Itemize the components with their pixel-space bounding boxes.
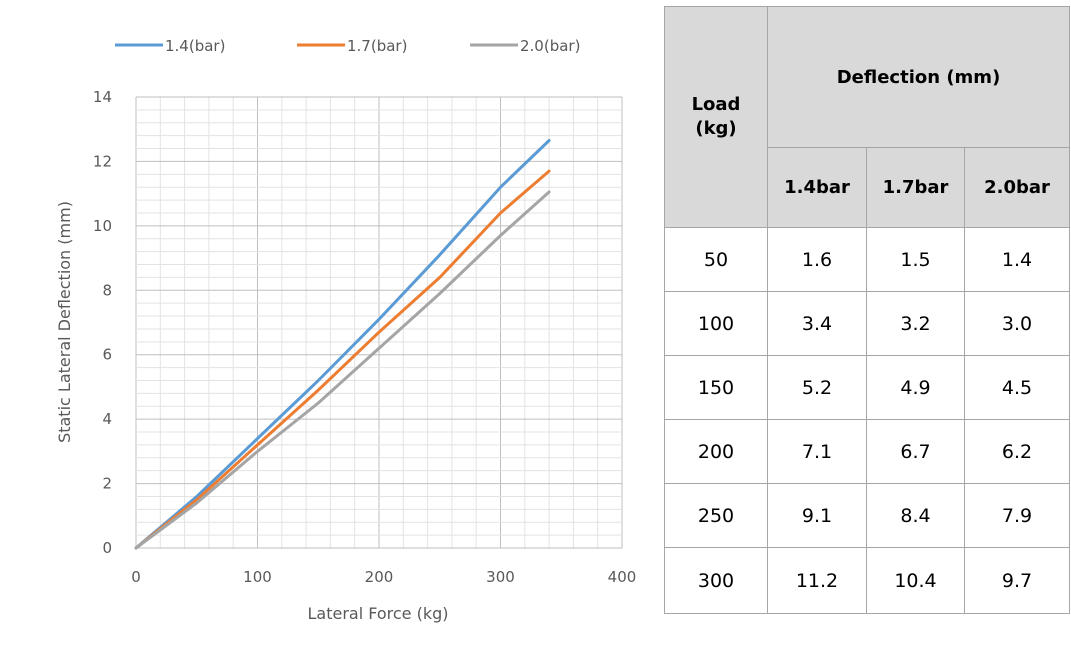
series-lines: [134, 139, 551, 550]
x-tick-label: 0: [131, 568, 141, 586]
axis-ticks: 0 100 200 300 400 0 2 4 6 8 10 12 14: [93, 88, 636, 586]
load-header: Load (kg): [664, 6, 768, 228]
x-tick-label: 300: [486, 568, 515, 586]
y-tick-label: 2: [102, 475, 112, 493]
deflection-cell: 1.4: [963, 227, 1071, 292]
deflection-cell: 9.7: [963, 547, 1071, 614]
series-line-2: [134, 190, 551, 550]
deflection-cell: 1.5: [866, 227, 965, 292]
x-tick-label: 400: [608, 568, 637, 586]
line-chart: 1.4(bar) 1.7(bar) 2.0(bar) 0 100 200 300 400 0 2…: [55, 37, 636, 623]
deflection-cell: 10.4: [866, 547, 965, 614]
sub-header-0: 1.4bar: [767, 147, 867, 228]
deflection-cell: 1.6: [767, 227, 867, 292]
table-row: 300 11.2 10.4 9.7: [664, 547, 1071, 614]
deflection-cell: 6.7: [866, 419, 965, 484]
deflection-cell: 5.2: [767, 355, 867, 420]
sub-header-2: 2.0bar: [963, 147, 1071, 228]
deflection-cell: 7.9: [963, 483, 1071, 548]
y-tick-label: 12: [93, 152, 112, 170]
legend-label-0: 1.4(bar): [165, 37, 225, 55]
y-tick-label: 10: [93, 217, 112, 235]
load-cell: 300: [664, 547, 768, 614]
load-cell: 100: [664, 291, 768, 356]
table-row: 100 3.4 3.2 3.0: [664, 291, 1071, 356]
grid: [135, 96, 623, 549]
y-tick-label: 14: [93, 88, 112, 106]
load-cell: 150: [664, 355, 768, 420]
x-axis-title: Lateral Force (kg): [307, 604, 448, 623]
deflection-cell: 8.4: [866, 483, 965, 548]
deflection-cell: 9.1: [767, 483, 867, 548]
deflection-cell: 6.2: [963, 419, 1071, 484]
deflection-cell: 3.4: [767, 291, 867, 356]
series-line-1: [134, 169, 551, 550]
x-tick-label: 100: [243, 568, 272, 586]
y-tick-label: 6: [102, 346, 112, 364]
legend-label-2: 2.0(bar): [520, 37, 580, 55]
load-cell: 50: [664, 227, 768, 292]
deflection-cell: 3.2: [866, 291, 965, 356]
sub-header-1: 1.7bar: [866, 147, 965, 228]
y-tick-label: 0: [102, 539, 112, 557]
deflection-header: Deflection (mm): [766, 6, 1071, 148]
table-row: 150 5.2 4.9 4.5: [664, 355, 1071, 420]
legend: 1.4(bar) 1.7(bar) 2.0(bar): [115, 37, 580, 55]
y-tick-label: 8: [102, 281, 112, 299]
load-cell: 250: [664, 483, 768, 548]
table-row: 250 9.1 8.4 7.9: [664, 483, 1071, 548]
deflection-table: Load (kg) Deflection (mm) 1.4bar 1.7bar 2.…: [664, 6, 1071, 614]
deflection-cell: 4.5: [963, 355, 1071, 420]
y-axis-title: Static Lateral Deflection (mm): [55, 201, 74, 443]
series-line-0: [134, 139, 551, 550]
chart-panel: 1.4(bar) 1.7(bar) 2.0(bar) 0 100 200 300 400 0 2…: [55, 37, 636, 623]
table-row: 200 7.1 6.7 6.2: [664, 419, 1071, 484]
table-row: 50 1.6 1.5 1.4: [664, 227, 1071, 292]
legend-label-1: 1.7(bar): [347, 37, 407, 55]
deflection-cell: 4.9: [866, 355, 965, 420]
x-tick-label: 200: [365, 568, 394, 586]
load-cell: 200: [664, 419, 768, 484]
y-tick-label: 4: [102, 410, 112, 428]
deflection-cell: 7.1: [767, 419, 867, 484]
deflection-cell: 11.2: [767, 547, 867, 614]
deflection-cell: 3.0: [963, 291, 1071, 356]
